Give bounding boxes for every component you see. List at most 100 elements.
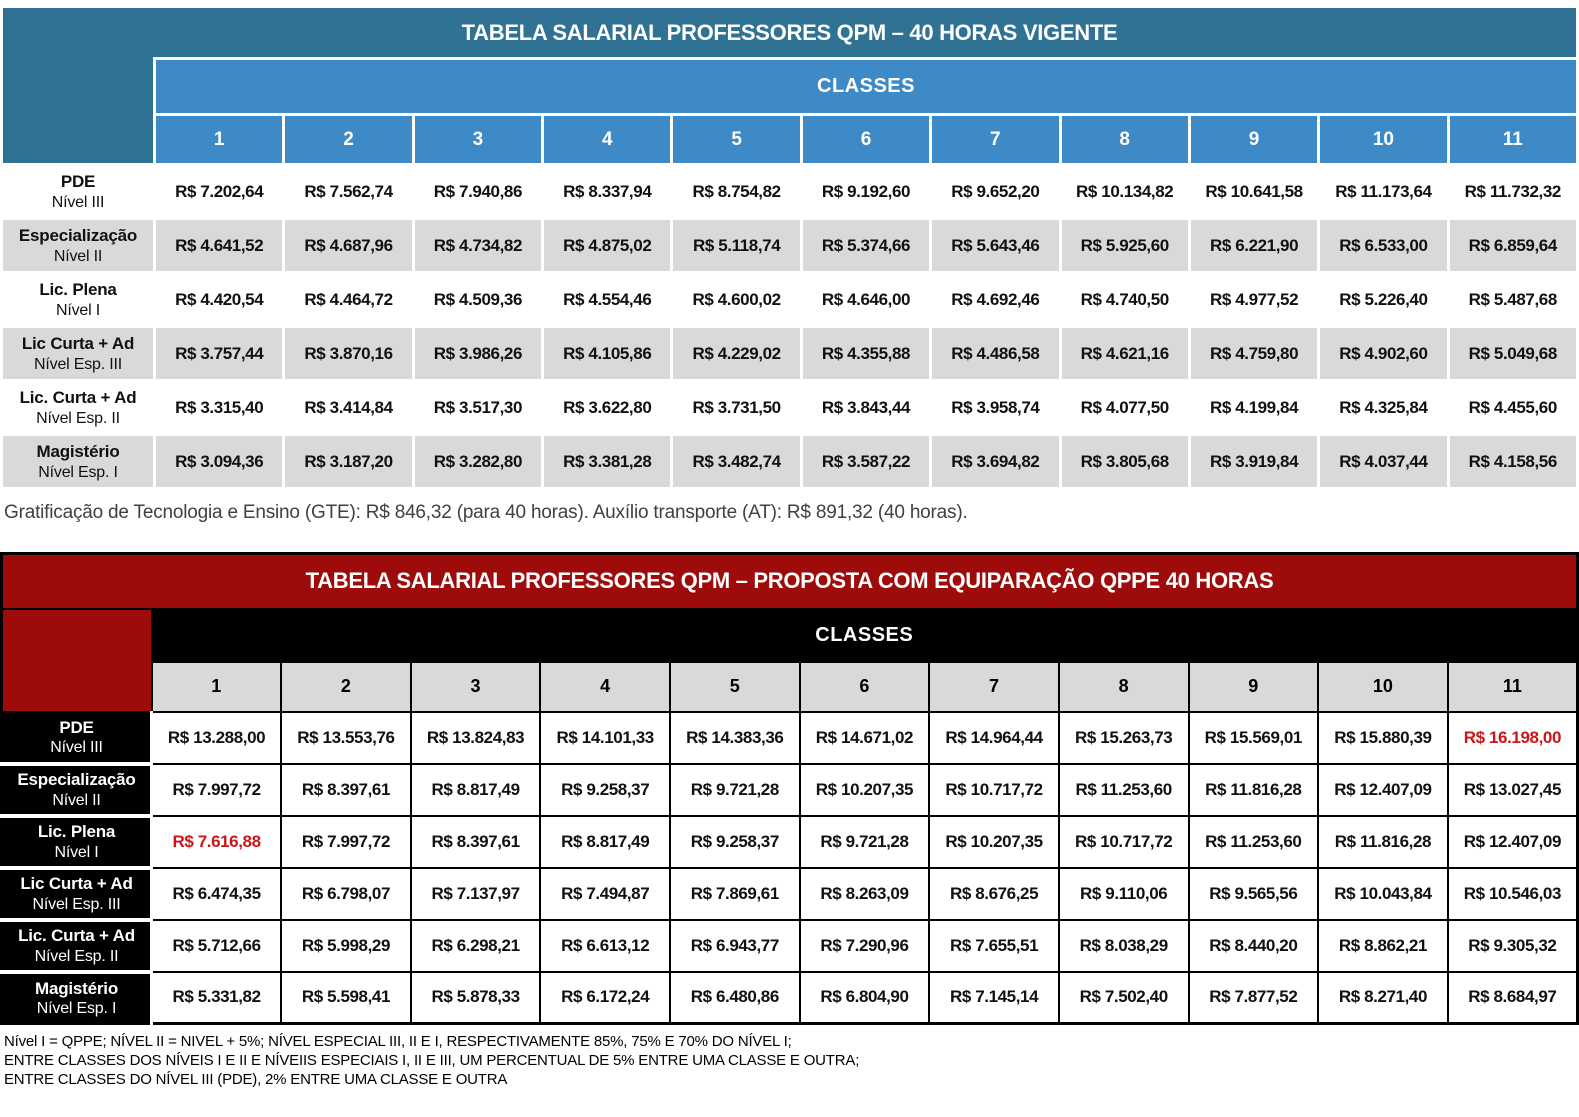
- salary-cell: R$ 13.553,76: [280, 710, 412, 765]
- row-label: Lic. Curta + Ad Nível Esp. II: [3, 382, 153, 433]
- salary-cell: R$ 9.258,37: [539, 762, 671, 817]
- salary-cell: R$ 4.077,50: [1061, 382, 1188, 433]
- table-title-vigente: TABELA SALARIAL PROFESSORES QPM – 40 HOR…: [3, 8, 1576, 57]
- row-label: PDE Nível III: [0, 710, 153, 766]
- salary-cell: R$ 4.229,02: [673, 328, 800, 379]
- row-label-main: Magistério: [36, 442, 120, 462]
- class-number-2: 2: [285, 116, 412, 163]
- bottom-notes: Nível I = QPPE; NÍVEL II = NIVEL + 5%; N…: [4, 1032, 1579, 1090]
- salary-cell: R$ 8.440,20: [1187, 918, 1320, 973]
- salary-row: PDE Nível III R$ 7.202,64 R$ 7.562,74 R$ 7.9…: [3, 166, 1576, 217]
- salary-cell: R$ 5.487,68: [1449, 274, 1576, 325]
- class-number-5: 5: [669, 660, 801, 713]
- salary-cell: R$ 4.621,16: [1061, 328, 1188, 379]
- row-label: PDE Nível III: [3, 166, 153, 217]
- table-title-proposta: TABELA SALARIAL PROFESSORES QPM – PROPOS…: [0, 552, 1579, 610]
- salary-cell: R$ 7.502,40: [1057, 970, 1190, 1025]
- salary-cell: R$ 3.622,80: [544, 382, 671, 433]
- salary-cell: R$ 4.325,84: [1320, 382, 1447, 433]
- salary-cell: R$ 9.721,28: [669, 762, 801, 817]
- salary-cell: R$ 4.420,54: [156, 274, 283, 325]
- salary-cell: R$ 4.977,52: [1190, 274, 1318, 325]
- salary-cell: R$ 10.207,35: [798, 762, 931, 817]
- salary-cell: R$ 8.397,61: [409, 814, 542, 869]
- row-label-main: Lic. Curta + Ad: [19, 388, 137, 408]
- salary-cell: R$ 9.652,20: [932, 166, 1059, 217]
- salary-cell: R$ 10.207,35: [928, 814, 1060, 869]
- table-body-vigente: PDE Nível III R$ 7.202,64 R$ 7.562,74 R$ 7.9…: [3, 166, 1576, 487]
- salary-cell: R$ 10.641,58: [1190, 166, 1318, 217]
- salary-table-proposta: TABELA SALARIAL PROFESSORES QPM – PROPOS…: [0, 552, 1579, 1025]
- row-label: Lic Curta + Ad Nível Esp. III: [0, 865, 153, 922]
- class-number-5: 5: [673, 116, 800, 163]
- salary-cell: R$ 5.925,60: [1061, 220, 1188, 271]
- class-number-6: 6: [802, 116, 930, 163]
- class-number-row-proposta: 1 2 3 4 5 6 7 8 9 10 11: [2, 660, 1579, 713]
- salary-cell: R$ 3.870,16: [285, 328, 412, 379]
- salary-cell: R$ 14.101,33: [539, 710, 671, 765]
- salary-cell: R$ 7.869,61: [669, 866, 801, 921]
- row-label-main: PDE: [59, 717, 94, 737]
- salary-cell: R$ 3.381,28: [544, 436, 671, 487]
- row-label-sub: Nível I: [54, 843, 99, 861]
- salary-cell: R$ 8.271,40: [1317, 970, 1449, 1025]
- row-label-main: Magistério: [34, 978, 119, 998]
- salary-cell: R$ 5.643,46: [932, 220, 1059, 271]
- salary-cell: R$ 5.998,29: [280, 918, 412, 973]
- salary-row: Lic Curta + Ad Nível Esp. III R$ 3.757,44 R…: [3, 328, 1576, 379]
- row-label-main: Especialização: [18, 226, 138, 246]
- class-number-2: 2: [280, 660, 412, 713]
- salary-cell: R$ 6.480,86: [669, 970, 801, 1025]
- salary-cell: R$ 9.110,06: [1057, 866, 1190, 921]
- row-label-main: Lic. Curta + Ad: [18, 926, 135, 946]
- salary-cell: R$ 8.817,49: [409, 762, 542, 817]
- class-number-1: 1: [156, 116, 283, 163]
- salary-cell: R$ 5.598,41: [280, 970, 412, 1025]
- salary-cell: R$ 9.721,28: [798, 814, 931, 869]
- salary-cell: R$ 3.094,36: [156, 436, 283, 487]
- class-number-row-vigente: 1 2 3 4 5 6 7 8 9 10 11: [3, 116, 1576, 163]
- salary-cell: R$ 10.717,72: [1057, 814, 1190, 869]
- row-label-main: Lic. Plena: [37, 822, 116, 842]
- class-number-11: 11: [1449, 116, 1576, 163]
- salary-cell: R$ 4.759,80: [1190, 328, 1318, 379]
- salary-table-vigente: TABELA SALARIAL PROFESSORES QPM – 40 HOR…: [0, 5, 1579, 490]
- salary-cell: R$ 3.315,40: [156, 382, 283, 433]
- salary-cell: R$ 13.288,00: [150, 710, 283, 765]
- salary-cell: R$ 6.533,00: [1320, 220, 1447, 271]
- bottom-note-line: Nível I = QPPE; NÍVEL II = NIVEL + 5%; N…: [4, 1033, 792, 1050]
- classes-header-vigente: CLASSES: [156, 60, 1576, 113]
- salary-cell: R$ 7.562,74: [285, 166, 412, 217]
- salary-cell: R$ 3.986,26: [414, 328, 542, 379]
- salary-row: Especialização Nível II R$ 4.641,52 R$ 4.68…: [3, 220, 1576, 271]
- salary-cell: R$ 3.843,44: [802, 382, 930, 433]
- class-number-10: 10: [1320, 116, 1447, 163]
- salary-row: Magistério Nível Esp. I R$ 5.331,82 R$ 5.59…: [0, 969, 1579, 1025]
- salary-cell: R$ 3.757,44: [156, 328, 283, 379]
- salary-cell: R$ 6.298,21: [409, 918, 542, 973]
- salary-cell: R$ 6.221,90: [1190, 220, 1318, 271]
- salary-cell: R$ 4.464,72: [285, 274, 412, 325]
- salary-cell: R$ 8.817,49: [539, 814, 671, 869]
- salary-cell: R$ 8.337,94: [544, 166, 671, 217]
- salary-cell: R$ 8.263,09: [798, 866, 931, 921]
- row-label-sub: Nível Esp. II: [36, 409, 120, 427]
- salary-cell: R$ 10.043,84: [1317, 866, 1449, 921]
- salary-cell: R$ 15.880,39: [1317, 710, 1449, 765]
- row-label-sub: Nível II: [52, 791, 101, 809]
- salary-cell: R$ 8.684,97: [1446, 970, 1579, 1025]
- salary-cell: R$ 7.877,52: [1187, 970, 1320, 1025]
- salary-cell: R$ 4.158,56: [1449, 436, 1576, 487]
- salary-cell: R$ 4.734,82: [414, 220, 542, 271]
- salary-cell: R$ 7.202,64: [156, 166, 283, 217]
- salary-row: Magistério Nível Esp. I R$ 3.094,36 R$ 3.18…: [3, 436, 1576, 487]
- row-label: Magistério Nível Esp. I: [0, 969, 153, 1025]
- salary-cell: R$ 10.546,03: [1446, 866, 1579, 921]
- salary-cell: R$ 7.997,72: [280, 814, 412, 869]
- table-body-proposta: PDE Nível III R$ 13.288,00 R$ 13.553,76 R$ 1…: [0, 710, 1579, 1025]
- salary-cell: R$ 3.517,30: [414, 382, 542, 433]
- salary-cell: R$ 4.105,86: [544, 328, 671, 379]
- salary-cell: R$ 4.486,58: [932, 328, 1059, 379]
- salary-row: Lic. Plena Nível I R$ 4.420,54 R$ 4.464,72 R…: [3, 274, 1576, 325]
- row-label-sub: Nível Esp. I: [38, 463, 118, 481]
